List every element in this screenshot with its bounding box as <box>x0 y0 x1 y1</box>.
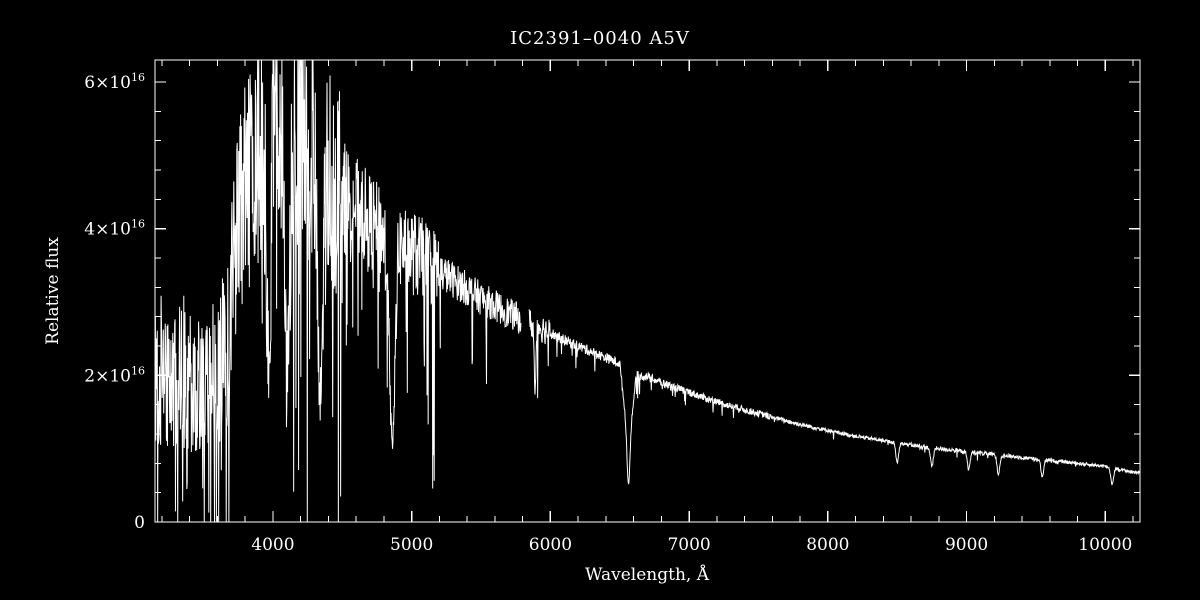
plot-frame <box>154 59 1141 523</box>
x-tick-label: 7000 <box>667 535 710 555</box>
x-axis-label: Wavelength, Å <box>585 564 710 585</box>
y-tick-label: 4×1016 <box>84 218 145 240</box>
x-tick-label: 4000 <box>251 535 294 555</box>
axis-tick-labels: 4000 5000 6000 7000 8000 9000 10000 0 2×1016 4×10… <box>84 71 1132 555</box>
y-axis-label: Relative flux <box>43 237 63 345</box>
x-tick-label: 5000 <box>390 535 433 555</box>
page-title: IC2391–0040 A5V <box>510 28 690 49</box>
y-tick-label: 6×1016 <box>84 71 145 93</box>
x-tick-label: 9000 <box>945 535 988 555</box>
x-tick-label: 6000 <box>529 535 572 555</box>
spectrum-trace <box>154 59 1141 523</box>
y-tick-label: 0 <box>134 513 145 533</box>
x-tick-label: 8000 <box>806 535 849 555</box>
y-tick-label: 2×1016 <box>84 364 145 386</box>
x-tick-label: 10000 <box>1078 535 1132 555</box>
